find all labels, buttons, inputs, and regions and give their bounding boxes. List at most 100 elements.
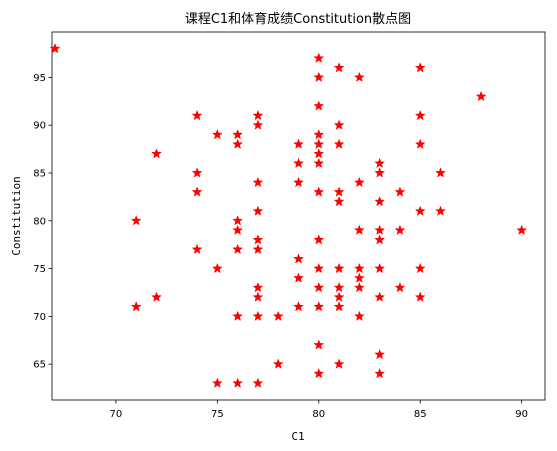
data-point [211, 262, 223, 274]
data-point [374, 291, 386, 302]
data-point [191, 109, 203, 121]
data-point [313, 186, 325, 197]
data-point [414, 205, 426, 216]
data-point [191, 243, 203, 255]
data-point [374, 157, 386, 169]
data-point [313, 129, 325, 140]
y-tick-label: 95 [33, 73, 46, 84]
data-point [252, 176, 264, 188]
chart-title: 课程C1和体育成绩Constitution散点图 [185, 11, 411, 27]
data-point [333, 301, 345, 312]
data-point [232, 138, 244, 149]
data-point [293, 253, 304, 264]
data-point [313, 262, 325, 274]
data-point [252, 377, 264, 388]
x-tick-label: 70 [110, 409, 123, 420]
data-point [353, 71, 365, 83]
x-axis-label: C1 [291, 430, 304, 443]
data-point [293, 157, 304, 169]
data-point [313, 339, 325, 350]
data-point [313, 100, 325, 111]
data-point [252, 291, 264, 302]
data-point [333, 62, 345, 73]
data-point [191, 186, 203, 197]
y-axis: 65 70 75 80 85 90 95 [33, 73, 52, 371]
y-tick-label: 80 [33, 216, 46, 227]
data-point [130, 301, 142, 312]
y-tick-label: 90 [33, 121, 46, 132]
data-point [394, 281, 406, 293]
data-point [414, 138, 426, 149]
y-axis-label: Constitution [10, 176, 23, 255]
data-point [435, 205, 446, 216]
data-point [252, 281, 264, 293]
y-tick-label: 70 [33, 312, 46, 323]
data-point [252, 243, 264, 255]
data-point [353, 262, 365, 274]
data-point [313, 148, 325, 159]
data-point [353, 272, 365, 283]
data-point [353, 310, 365, 321]
data-point [435, 167, 446, 178]
data-point [333, 138, 345, 149]
data-point [374, 195, 386, 207]
data-point [313, 234, 325, 245]
data-point [374, 348, 386, 360]
data-point [374, 234, 386, 245]
data-point [414, 62, 426, 73]
data-point [313, 52, 325, 63]
data-point [252, 310, 264, 321]
data-point [232, 129, 244, 140]
data-point [374, 262, 386, 274]
data-point [293, 301, 304, 312]
x-axis: 70 75 80 85 90 [110, 400, 528, 420]
data-point [151, 291, 162, 302]
data-point [333, 186, 345, 197]
data-point [272, 358, 284, 369]
data-point [313, 301, 325, 312]
data-point [516, 224, 528, 235]
data-point [252, 234, 264, 245]
data-point [313, 138, 325, 149]
data-point [232, 215, 244, 226]
data-point [475, 90, 487, 102]
data-point [414, 109, 426, 121]
data-point [333, 119, 345, 130]
data-point [333, 281, 345, 293]
data-point [353, 224, 365, 235]
data-point [252, 119, 264, 130]
data-point [232, 377, 244, 388]
data-point [293, 138, 304, 149]
data-point [353, 281, 365, 293]
data-point [252, 205, 264, 216]
x-tick-label: 85 [414, 409, 427, 420]
data-point [252, 109, 264, 121]
y-tick-label: 65 [33, 360, 46, 371]
data-point [374, 367, 386, 379]
data-point [414, 262, 426, 274]
data-point [333, 262, 345, 274]
data-point [232, 224, 244, 235]
data-point [313, 157, 325, 169]
data-point [313, 71, 325, 83]
data-point [293, 176, 304, 188]
data-point [333, 358, 345, 369]
data-point [374, 167, 386, 178]
x-tick-label: 75 [211, 409, 224, 420]
data-point [313, 367, 325, 379]
x-tick-label: 90 [515, 409, 528, 420]
data-point [293, 272, 304, 283]
data-point [333, 195, 345, 207]
x-tick-label: 80 [312, 409, 325, 420]
plot-area [51, 31, 546, 401]
data-point [211, 129, 223, 140]
data-point [353, 176, 365, 188]
data-point [49, 43, 61, 54]
y-tick-label: 85 [33, 168, 46, 179]
data-point [211, 377, 223, 388]
data-point [313, 281, 325, 293]
data-points [49, 43, 528, 388]
data-point [414, 291, 426, 302]
y-tick-label: 75 [33, 264, 46, 275]
